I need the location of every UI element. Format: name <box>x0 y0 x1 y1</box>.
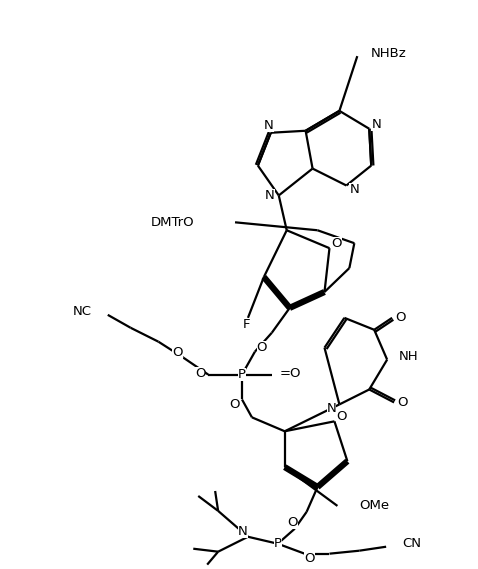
Text: O: O <box>287 516 298 529</box>
Text: O: O <box>331 237 342 250</box>
Text: N: N <box>326 402 337 415</box>
Text: =O: =O <box>280 367 301 380</box>
Text: O: O <box>395 311 405 324</box>
Text: O: O <box>336 410 347 423</box>
Text: O: O <box>195 367 206 380</box>
Text: P: P <box>238 368 246 381</box>
Text: N: N <box>238 525 248 538</box>
Text: NC: NC <box>73 306 92 319</box>
Text: O: O <box>229 398 239 411</box>
Text: P: P <box>274 537 282 550</box>
Text: OMe: OMe <box>359 500 390 513</box>
Text: N: N <box>265 189 275 202</box>
Text: NHBz: NHBz <box>371 47 407 60</box>
Text: O: O <box>172 346 183 359</box>
Text: O: O <box>397 396 407 409</box>
Text: F: F <box>243 318 250 331</box>
Text: N: N <box>349 183 359 196</box>
Text: N: N <box>264 119 274 132</box>
Text: O: O <box>304 552 315 565</box>
Text: O: O <box>257 341 267 354</box>
Text: N: N <box>371 118 381 131</box>
Text: CN: CN <box>402 537 421 550</box>
Text: DMTrO: DMTrO <box>151 216 194 229</box>
Text: NH: NH <box>399 350 419 363</box>
